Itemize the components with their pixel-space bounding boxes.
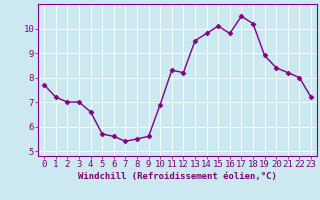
X-axis label: Windchill (Refroidissement éolien,°C): Windchill (Refroidissement éolien,°C) — [78, 172, 277, 181]
